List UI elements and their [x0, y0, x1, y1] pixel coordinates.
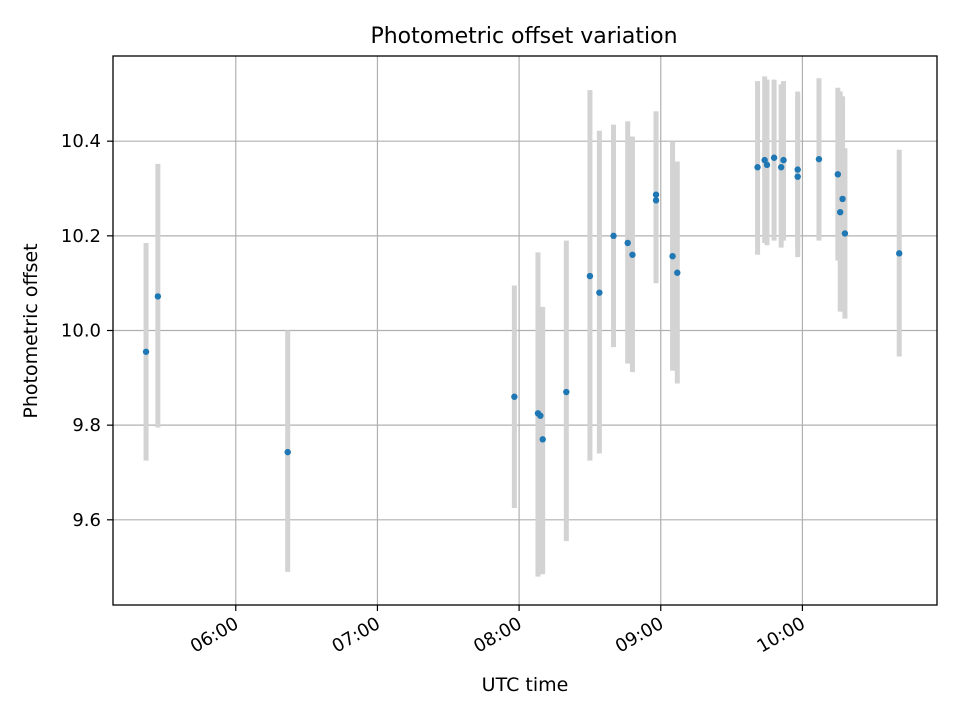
data-points	[142, 154, 903, 456]
x-tick-label: 09:00	[612, 613, 667, 657]
data-point	[142, 348, 150, 355]
data-point	[841, 230, 849, 237]
data-point	[629, 251, 636, 258]
y-axis-label: Photometric offset	[20, 243, 42, 418]
data-point	[794, 173, 801, 180]
data-point	[754, 164, 761, 171]
data-point	[624, 239, 631, 247]
axis-ticks: 06:00 07:00 08:00 09:00 10:00 9.6 9.8 10.0 10.2 1…	[61, 131, 809, 657]
data-point	[511, 393, 518, 400]
data-point	[652, 197, 660, 204]
data-point	[815, 155, 823, 163]
data-point	[834, 171, 842, 178]
data-point	[777, 164, 785, 171]
y-tick-label: 10.2	[61, 226, 101, 247]
data-point	[284, 448, 291, 456]
data-point	[539, 436, 546, 443]
x-tick-label: 10:00	[753, 613, 808, 657]
error-bars	[143, 76, 902, 577]
data-point	[794, 166, 801, 173]
data-point	[596, 289, 603, 296]
data-point	[674, 269, 681, 276]
x-tick-label: 08:00	[470, 613, 525, 657]
x-axis-label: UTC time	[482, 674, 569, 696]
data-point	[563, 388, 570, 396]
data-point	[154, 293, 162, 300]
y-tick-label: 9.6	[72, 510, 101, 531]
data-point	[586, 272, 594, 280]
y-tick-label: 10.4	[61, 131, 101, 152]
data-point	[836, 208, 844, 216]
y-tick-label: 10.0	[61, 321, 101, 342]
data-point	[761, 156, 768, 164]
data-point	[770, 154, 778, 161]
data-point	[839, 195, 846, 203]
chart-title: Photometric offset variation	[370, 24, 677, 49]
data-point	[610, 232, 617, 240]
data-point	[763, 161, 771, 169]
x-tick-label: 07:00	[329, 613, 384, 657]
grid	[113, 56, 937, 605]
data-point	[896, 250, 903, 257]
data-point	[780, 156, 787, 164]
data-point	[537, 412, 544, 419]
y-tick-label: 9.8	[72, 415, 101, 436]
x-tick-label: 06:00	[187, 613, 242, 657]
data-point	[652, 191, 660, 198]
data-point	[669, 252, 676, 260]
